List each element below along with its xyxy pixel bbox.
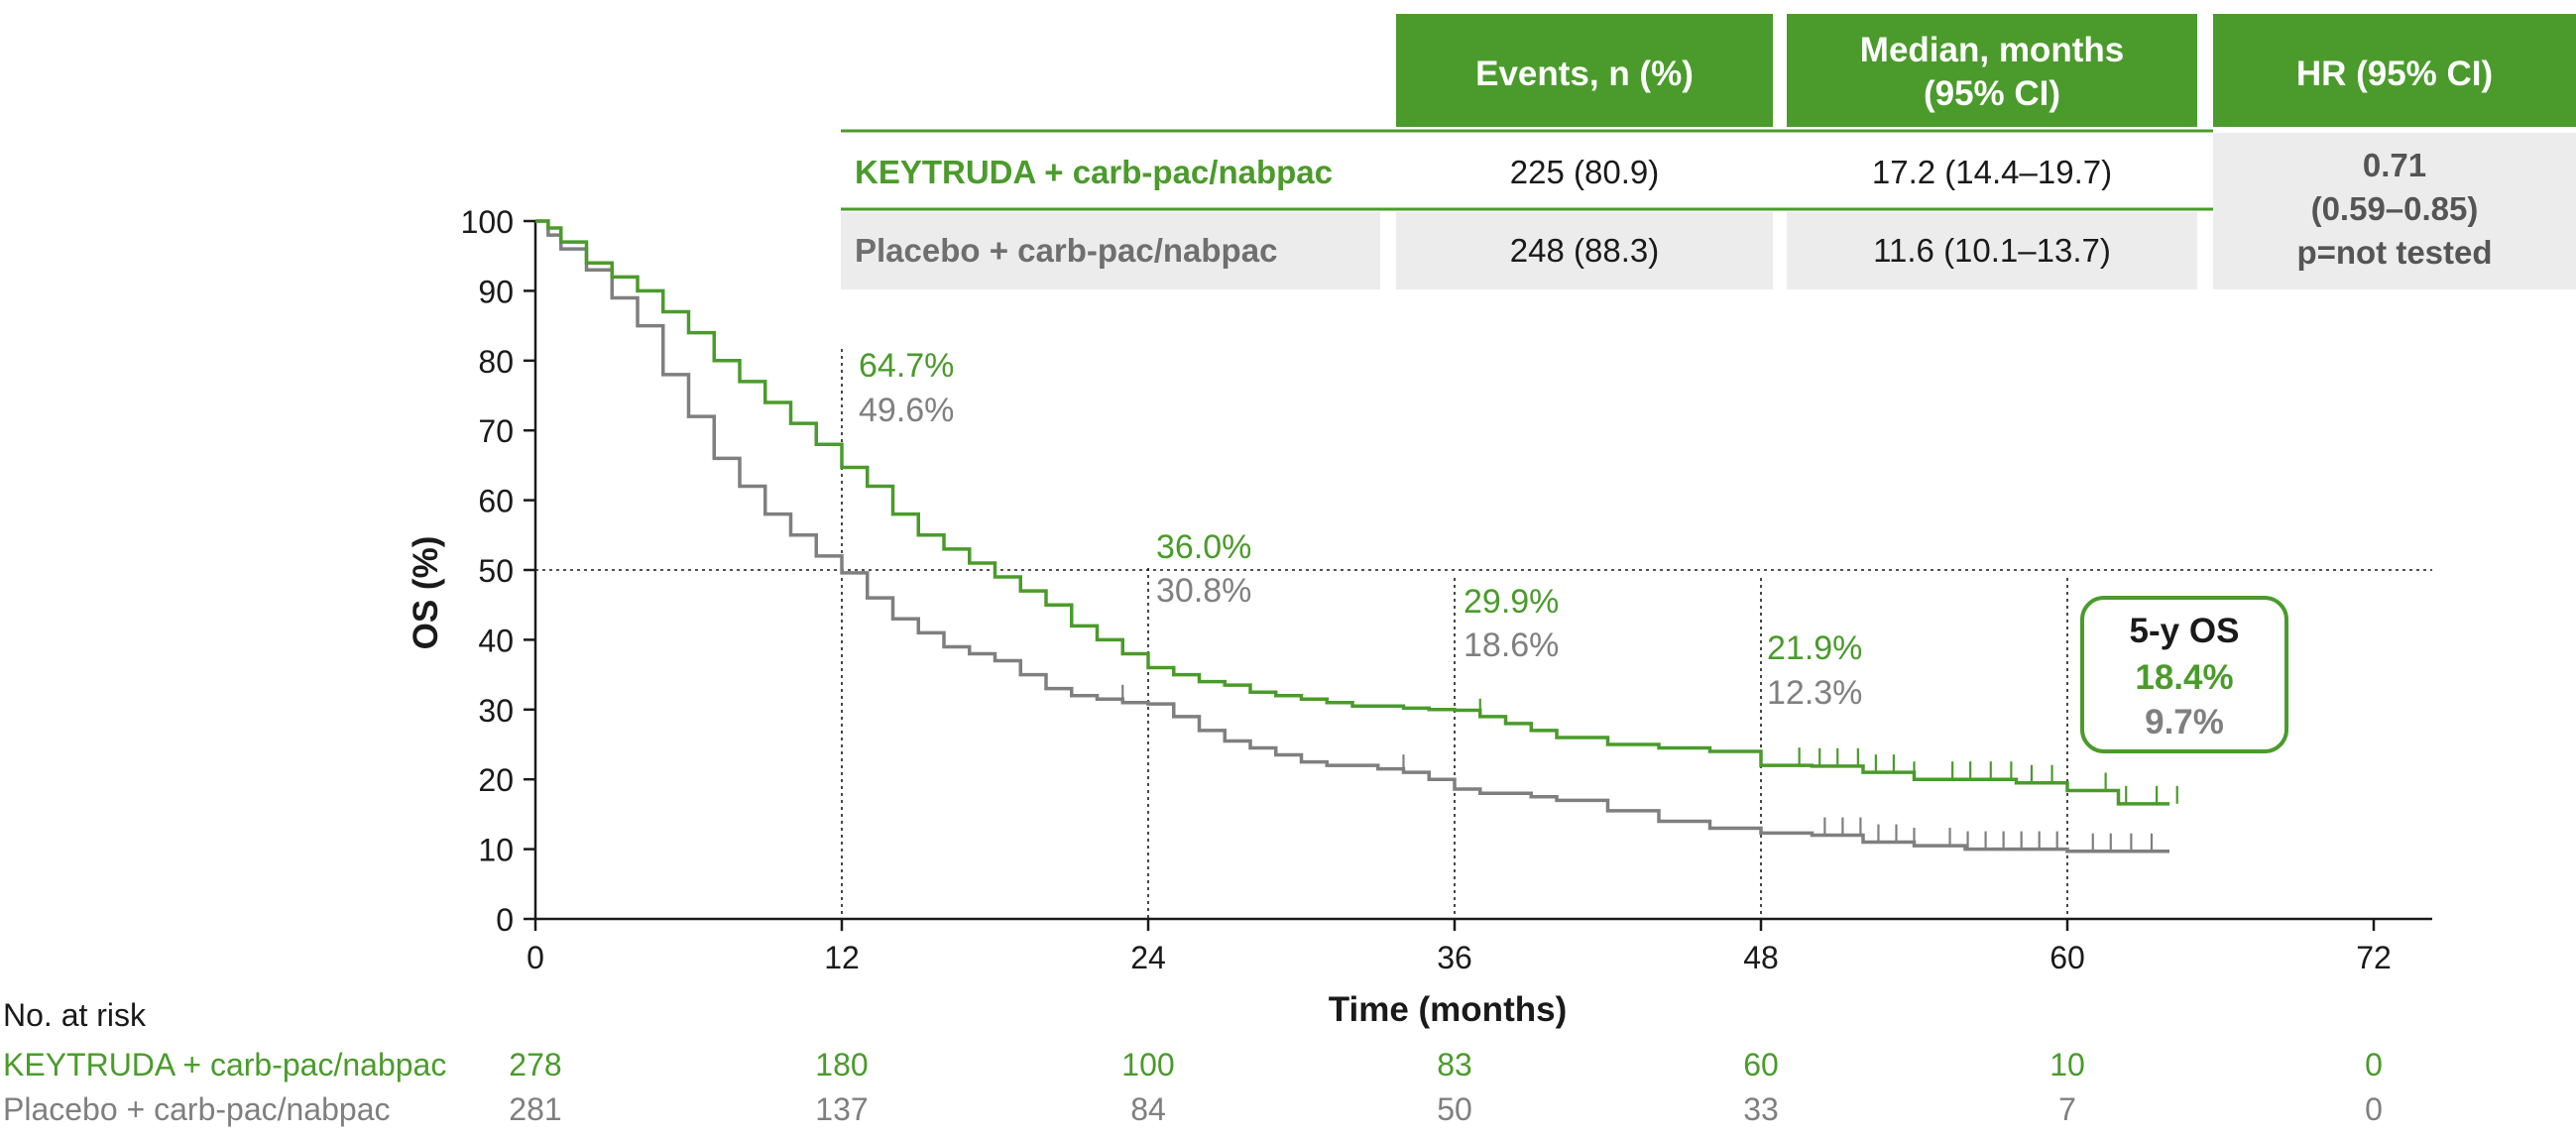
row-placebo-arm-bg (841, 212, 1380, 289)
annotation-keytruda-24: 36.0% (1156, 528, 1251, 566)
x-tick-label-24: 24 (1130, 940, 1166, 975)
hr-ci: (0.59–0.85) (2311, 190, 2479, 227)
hr-cell-bg (2213, 133, 2576, 289)
y-tick-label-100: 100 (461, 204, 514, 240)
annotation-keytruda-48: 21.9% (1767, 629, 1862, 667)
hr-value: 0.71 (2363, 147, 2426, 183)
y-tick-label-80: 80 (478, 344, 514, 380)
x-tick-label-48: 48 (1743, 940, 1779, 975)
header-events: Events, n (%) (1475, 55, 1694, 93)
callout-title: 5-y OS (2130, 612, 2240, 650)
annotation-keytruda-36: 29.9% (1464, 583, 1559, 621)
at-risk-placebo-name: Placebo + carb-pac/nabpac (3, 1091, 390, 1127)
row-placebo-arm: Placebo + carb-pac/nabpac (855, 232, 1277, 269)
at-risk-keytruda-48: 60 (1743, 1047, 1779, 1082)
grid-layer (535, 349, 2432, 919)
at-risk-placebo-12: 137 (815, 1091, 868, 1127)
at-risk-keytruda-name: KEYTRUDA + carb-pac/nabpac (3, 1047, 446, 1082)
annotation-placebo-12: 49.6% (859, 392, 954, 429)
at-risk-placebo-48: 33 (1743, 1091, 1779, 1127)
annotation-placebo-24: 30.8% (1156, 572, 1251, 610)
row-keytruda-events: 225 (80.9) (1510, 154, 1659, 190)
at-risk-table: No. at risk KEYTRUDA + carb-pac/nabpac P… (3, 997, 2383, 1127)
callout-keytruda: 18.4% (2135, 658, 2233, 697)
label-layer: 64.7% 49.6% 36.0% 30.8% 29.9% 18.6% 21.9% 12.3% (859, 347, 1862, 712)
x-tick-label-36: 36 (1437, 940, 1472, 975)
at-risk-keytruda-60: 10 (2049, 1047, 2085, 1082)
keytruda-km-curve (535, 219, 2169, 806)
at-risk-keytruda-0: 278 (509, 1047, 561, 1082)
x-tick-label-12: 12 (824, 940, 860, 975)
annotation-placebo-48: 12.3% (1767, 674, 1862, 712)
header-hr-bg (2213, 14, 2576, 127)
row-placebo-median-bg (1787, 212, 2197, 289)
y-tick-label-90: 90 (478, 274, 514, 309)
annotation-placebo-36: 18.6% (1464, 626, 1559, 664)
header-hr: HR (95% CI) (2296, 55, 2493, 93)
annotation-keytruda-12: 64.7% (859, 347, 954, 385)
callout-placebo: 9.7% (2145, 703, 2224, 741)
at-risk-placebo-36: 50 (1437, 1091, 1472, 1127)
y-tick-label-60: 60 (478, 484, 514, 519)
at-risk-keytruda-12: 180 (815, 1047, 868, 1082)
row-keytruda-median: 17.2 (14.4–19.7) (1872, 154, 2112, 190)
placebo-km-curve (535, 219, 2169, 854)
x-tick-label-0: 0 (527, 940, 544, 975)
header-median-bg (1787, 14, 2197, 127)
at-risk-label: No. at risk (3, 997, 147, 1033)
y-tick-label-20: 20 (478, 762, 514, 798)
y-axis-title: OS (%) (407, 536, 445, 650)
x-tick-label-60: 60 (2049, 940, 2085, 975)
at-risk-keytruda-24: 100 (1121, 1047, 1174, 1082)
summary-table: Events, n (%) Median, months (95% CI) HR… (841, 14, 2576, 289)
p-value: p=not tested (2296, 234, 2492, 271)
five-year-callout: 5-y OS 18.4% 9.7% (2080, 596, 2288, 753)
at-risk-placebo-60: 7 (2058, 1091, 2076, 1127)
header-median-line2: (95% CI) (1924, 74, 2060, 113)
y-tick-label-10: 10 (478, 833, 514, 868)
row-keytruda-arm: KEYTRUDA + carb-pac/nabpac (855, 154, 1333, 190)
x-tick-label-72: 72 (2356, 940, 2392, 975)
row-placebo-events: 248 (88.3) (1510, 232, 1659, 269)
y-tick-label-70: 70 (478, 413, 514, 449)
header-events-bg (1396, 14, 1773, 127)
at-risk-placebo-72: 0 (2365, 1091, 2383, 1127)
at-risk-keytruda-36: 83 (1437, 1047, 1472, 1082)
row-placebo-median: 11.6 (10.1–13.7) (1873, 232, 2111, 269)
y-tick-label-30: 30 (478, 693, 514, 729)
at-risk-placebo-0: 281 (509, 1091, 561, 1127)
y-tick-label-0: 0 (496, 902, 514, 938)
series-layer (535, 219, 2178, 854)
axes-layer: 0 10 20 30 40 50 60 70 80 90 100 0 12 24 36 48 60 72 (461, 204, 2432, 975)
x-axis-title: Time (months) (1329, 990, 1567, 1029)
at-risk-placebo-24: 84 (1130, 1091, 1166, 1127)
y-tick-label-40: 40 (478, 623, 514, 658)
callout-box (2080, 596, 2288, 753)
header-median-line1: Median, months (1860, 31, 2124, 69)
y-tick-label-50: 50 (478, 553, 514, 589)
at-risk-keytruda-72: 0 (2365, 1047, 2383, 1082)
row-placebo-events-bg (1396, 212, 1773, 289)
